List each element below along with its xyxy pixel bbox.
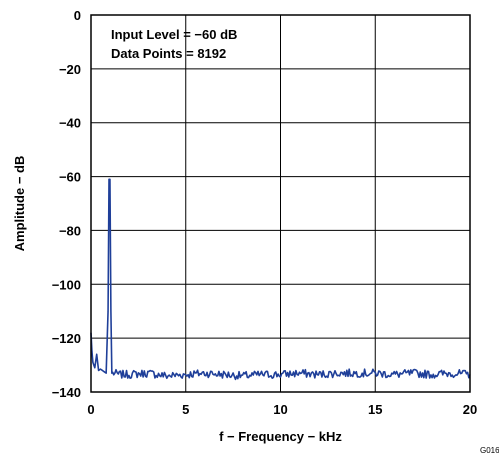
x-tick-label-4: 20 (463, 402, 477, 417)
y-tick-label-4: −80 (59, 223, 81, 238)
y-tick-label-1: −20 (59, 62, 81, 77)
series-layer (90, 178, 471, 381)
x-tick-label-2: 10 (273, 402, 287, 417)
y-tick-label-2: −40 (59, 116, 81, 131)
plot-frame (90, 14, 471, 393)
x-axis-title: f − Frequency − kHz (219, 429, 342, 444)
x-tick-label-0: 0 (87, 402, 94, 417)
y-tick-labels: 0 −20 −40 −60 −80 −100 −120 −140 (52, 8, 81, 400)
y-tick-label-5: −100 (52, 277, 81, 292)
series-line-0 (90, 178, 471, 381)
y-axis-title: Amplitude − dB (12, 156, 27, 252)
grid-lines (91, 15, 470, 392)
x-tick-label-3: 15 (368, 402, 382, 417)
annotation-data-points: Data Points = 8192 (111, 46, 226, 61)
y-tick-label-3: −60 (59, 170, 81, 185)
y-tick-label-6: −120 (52, 331, 81, 346)
y-tick-label-7: −140 (52, 385, 81, 400)
figure-id: G016 (480, 446, 499, 455)
y-tick-label-0: 0 (74, 8, 81, 23)
x-tick-labels: 0 5 10 15 20 (87, 402, 477, 417)
annotation-input-level: Input Level = −60 dB (111, 27, 237, 42)
x-tick-label-1: 5 (182, 402, 189, 417)
